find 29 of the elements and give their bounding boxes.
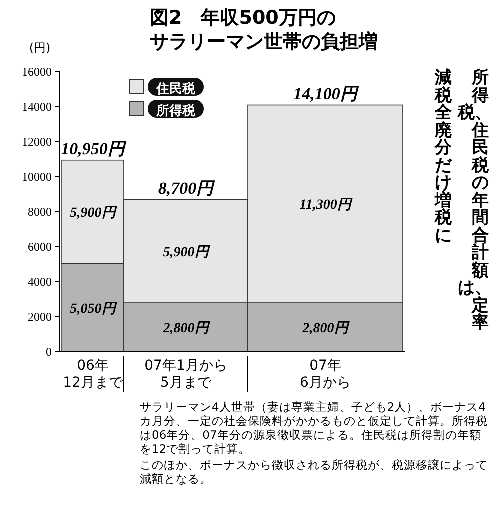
data-label: 5,900円	[163, 244, 211, 260]
chart-subtitle: サラリーマン世帯の負担増	[150, 31, 378, 53]
text: サラリーマン4人世帯（妻は専業主婦、子ども2人）、ボーナス4カ月分、一定の社会保険料がかかるものと仮定して計算。所得税は06年分、07年分の源泉徴収票による。住民税は所得割の年額を12で割って計算。	[140, 400, 489, 456]
legend-label: 所得税	[156, 103, 196, 119]
y-tick-label: 4000	[28, 275, 52, 289]
x-tick-label: 07年 6月から	[300, 358, 351, 391]
text: 所得税、住民税の年間合計額は、定率減税全廃分だけ増税に	[435, 68, 492, 333]
x-tick-label: 07年1月から 5月まで	[144, 358, 228, 391]
y-axis-title: (円)	[29, 41, 51, 55]
total-label: 8,700円	[158, 178, 216, 198]
y-tick-label: 12000	[22, 135, 52, 149]
chart-title: 図2 年収500万円の	[150, 7, 336, 29]
y-tick-label: 8000	[28, 205, 52, 219]
y-tick-label: 14000	[22, 100, 52, 114]
total-label: 14,100円	[294, 84, 360, 104]
data-label: 2,800円	[162, 320, 211, 336]
data-label: 2,800円	[302, 320, 350, 336]
data-label: 5,900円	[70, 205, 118, 221]
y-tick-label: 2000	[28, 310, 52, 324]
y-tick-label: 16000	[22, 65, 52, 79]
x-tick-label: 06年 12月まで	[63, 358, 124, 391]
total-label: 10,950円	[61, 139, 127, 158]
y-tick-label: 10000	[22, 170, 52, 184]
y-tick-label: 0	[46, 345, 52, 359]
data-label: 11,300円	[300, 197, 354, 214]
y-tick-label: 6000	[28, 240, 52, 254]
legend-label: 住民税	[156, 81, 196, 97]
text: このほか、ボーナスから徴収される所得税が、税源移譲によって減額となる。	[140, 458, 489, 486]
data-label: 5,050円	[70, 300, 118, 317]
